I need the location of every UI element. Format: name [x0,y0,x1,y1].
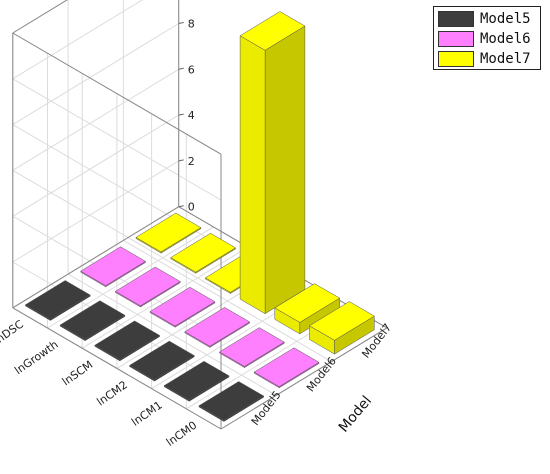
floor-gridline [123,239,332,363]
bar-top-face [59,300,126,340]
bar-top-face [163,361,230,401]
axis-frame-line [12,32,222,155]
bar-top-face [253,347,320,387]
wall-gridline [12,169,222,293]
x-tick-label: lnSCM [60,358,95,388]
wall-gridline [12,114,179,217]
bar-top-face [129,340,195,381]
legend-item: Model5 [438,10,531,28]
x-tick-label: lnGrowth [12,338,60,377]
legend-swatch [438,11,474,27]
bar-top-face [170,233,236,273]
bar-3d [253,347,320,389]
legend-label: Model5 [480,11,531,27]
bar-3d [114,266,181,308]
bar-3d [24,280,91,321]
legend-item: Model6 [438,30,531,48]
wall-gridline [12,160,179,263]
z-tick-label: 8 [188,18,195,31]
z-tick-label: 6 [188,63,195,76]
axis-frame-line [12,307,222,430]
bar-3d [239,11,306,315]
z-tick-mark [178,205,184,208]
bar-3d [184,307,251,348]
x-tick-label: lnCM1 [129,399,164,429]
z-tick-mark [178,67,184,70]
bar-top-face [184,307,251,347]
z-tick-label: 4 [188,109,195,122]
legend-swatch [438,51,474,67]
bar-3d [219,327,285,369]
bar-top-face [219,327,285,367]
x-tick-label: lnDSC [0,318,26,348]
bar-top-face [80,246,146,286]
legend-label: Model7 [480,51,531,67]
bars-layer [24,11,375,422]
bar-top-face [149,286,216,327]
bar-3d [274,283,341,335]
axis-frame-line [220,327,388,430]
bar-front-face [239,35,266,315]
legend-label: Model6 [480,31,531,47]
bar-3d [198,381,265,422]
bar-top-face [24,280,91,320]
wall-gridline [12,261,222,384]
z-tick-mark [178,159,184,162]
z-tick-label: 0 [188,201,195,214]
bar-3d [170,233,236,274]
legend-item: Model7 [438,50,531,68]
bar-3d [149,286,216,328]
floor-gridline [47,226,214,329]
bar-3d [163,361,230,402]
bar-top-face [239,11,306,51]
legend-swatch [438,31,474,47]
bar-3d [59,300,126,342]
bar-top-face [274,283,341,323]
z-tick-label: 2 [188,155,195,168]
floor-gridline [67,273,277,396]
bar-side-face [264,25,306,315]
wall-gridline [12,0,144,80]
wall-gridline [12,23,179,126]
legend: Model5 Model6 Model7 [433,6,541,70]
bar-3d [129,340,195,382]
bar-3d [135,212,202,254]
wall-gridline [12,78,222,201]
bar-top-face [198,381,265,421]
z-tick-mark [178,113,184,116]
bar-top-face [114,266,181,307]
bar-top-face [309,301,375,341]
bar-3d [309,301,375,355]
bar-top-face [94,320,161,360]
bar-3d [80,246,146,288]
floor-gridline [81,246,249,349]
y-axis-title: Model [336,393,375,435]
axis-frame-line [12,0,68,34]
wall-gridline [12,68,179,171]
x-tick-label: lnCM0 [164,419,199,449]
z-tick-mark [178,22,184,24]
bar-3d [94,320,161,362]
axis-frame-line [12,206,179,309]
x-tick-label: lnCM2 [94,378,129,408]
bar-top-face [135,212,202,253]
